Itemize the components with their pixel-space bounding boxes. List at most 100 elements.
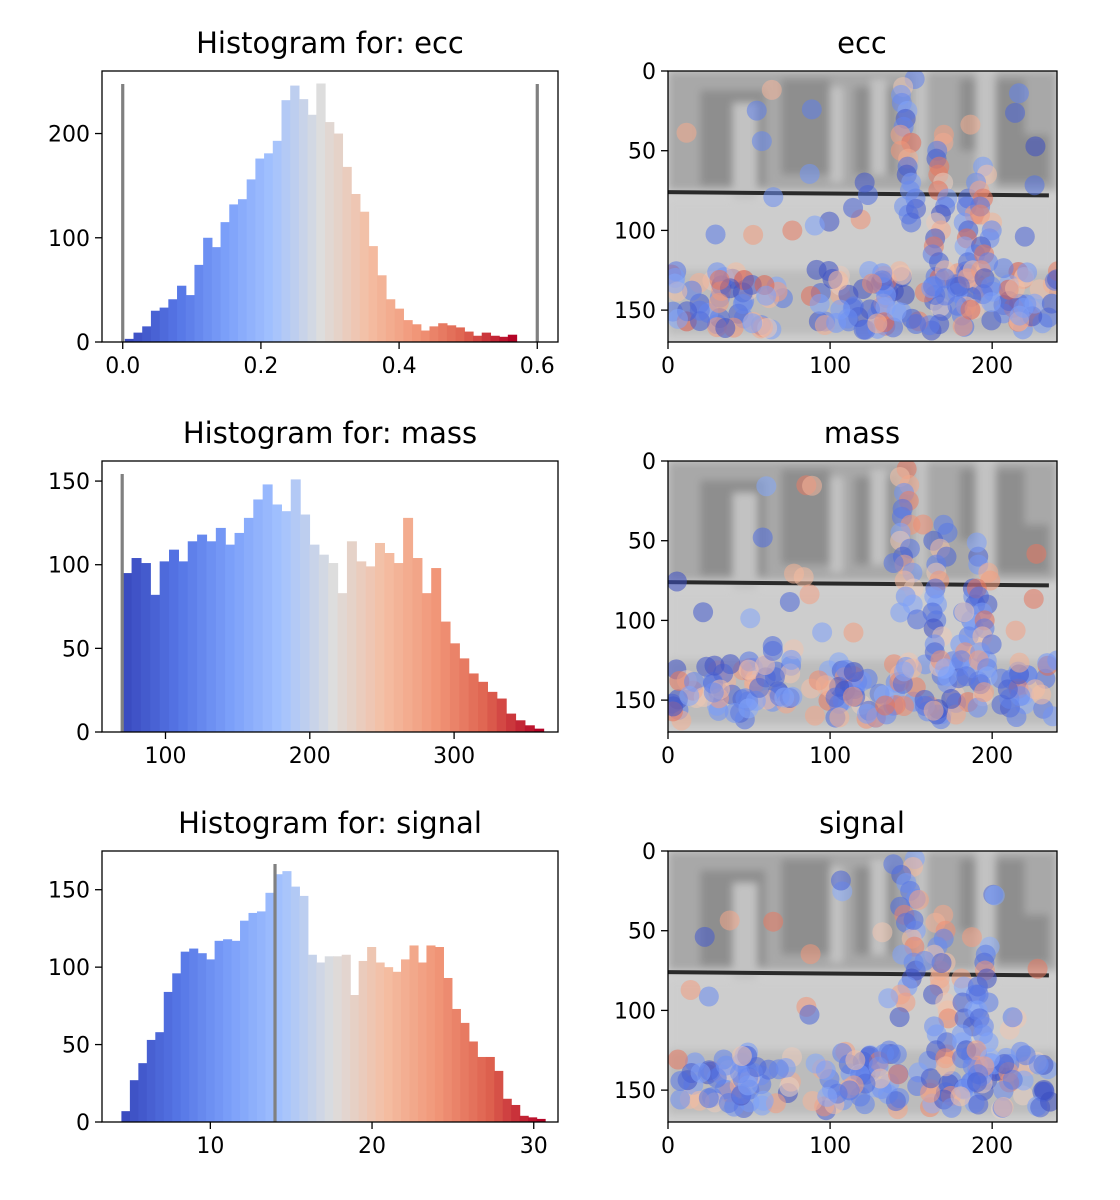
histogram-bar: [138, 1063, 148, 1122]
feature-marker: [843, 197, 864, 218]
feature-marker: [1041, 293, 1057, 314]
histogram-bar: [384, 553, 395, 732]
histogram-bar: [159, 561, 170, 732]
feature-marker: [703, 682, 724, 703]
x-tick-label: 100: [144, 744, 186, 769]
feature-marker: [890, 602, 911, 623]
histogram-bar: [237, 199, 248, 342]
histogram-bar: [187, 541, 198, 732]
histogram-bar: [197, 534, 208, 732]
histogram-bar: [511, 1104, 521, 1122]
feature-marker: [1047, 269, 1057, 290]
feature-marker: [826, 312, 847, 333]
feature-marker: [885, 1091, 906, 1112]
histogram-bar: [434, 947, 444, 1122]
feature-marker: [731, 1045, 752, 1066]
histogram-bar: [240, 920, 250, 1122]
feature-marker: [698, 986, 719, 1007]
histogram-bar: [197, 953, 207, 1122]
feature-marker: [812, 622, 833, 643]
y-tick-label: 150: [614, 689, 656, 714]
histogram-bar: [528, 1117, 538, 1122]
histogram-bar: [438, 323, 448, 342]
feature-marker: [804, 215, 825, 236]
feature-marker: [829, 707, 850, 728]
feature-marker: [1042, 706, 1057, 727]
histogram-bar: [231, 940, 241, 1122]
y-tick-label: 0: [642, 450, 656, 475]
histogram-bar: [515, 720, 526, 732]
y-tick-label: 150: [48, 879, 90, 904]
y-tick-label: 50: [628, 920, 656, 945]
feature-marker: [743, 224, 764, 245]
x-tick-label: 0: [661, 744, 675, 769]
histogram-bar: [155, 1032, 165, 1122]
histogram-bar: [140, 563, 151, 732]
histogram-bar: [342, 166, 352, 342]
feature-marker: [704, 655, 725, 676]
feature-marker: [738, 659, 759, 680]
histogram-bar: [307, 954, 317, 1122]
histogram-bar: [272, 140, 283, 342]
histogram-ecc: Histogram for: ecc 0.0 0.2 0.4 0.6 0 100 200: [48, 26, 559, 379]
histogram-bar: [499, 336, 509, 342]
histogram-bar: [481, 332, 492, 342]
histogram-mass-title: Histogram for: mass: [183, 416, 477, 450]
feature-marker: [981, 292, 1002, 313]
feature-marker: [981, 310, 1002, 331]
feature-marker: [680, 979, 701, 1000]
feature-marker: [668, 273, 685, 294]
histogram-bar: [403, 320, 413, 342]
feature-marker: [799, 1004, 820, 1025]
histogram-bar: [282, 871, 292, 1122]
feature-marker: [698, 1088, 719, 1109]
image-ecc-frame: [667, 70, 1058, 343]
histogram-signal: Histogram for: signal 10 20 30 0 50 100 150: [48, 806, 559, 1159]
feature-marker: [800, 944, 821, 965]
feature-marker: [690, 1062, 711, 1083]
y-tick-label: 0: [76, 721, 90, 746]
feature-marker: [883, 854, 904, 875]
y-tick-label: 150: [614, 1079, 656, 1104]
feature-marker: [954, 602, 975, 623]
feature-marker: [781, 649, 802, 670]
histogram-bar: [299, 895, 309, 1122]
histogram-bar: [401, 959, 411, 1122]
feature-marker: [681, 280, 702, 301]
histogram-bar: [272, 504, 282, 732]
histogram-bar: [169, 549, 179, 732]
y-tick-label: 50: [62, 1034, 90, 1059]
feature-marker: [768, 1059, 789, 1080]
feature-marker: [715, 317, 736, 338]
x-tick-label: 0: [661, 1134, 675, 1159]
histogram-signal-frame: [101, 850, 559, 1123]
histogram-bar: [393, 563, 404, 732]
feature-marker: [1037, 653, 1057, 674]
histogram-bar: [367, 947, 377, 1122]
histogram-bar: [255, 158, 265, 342]
feature-marker: [1006, 706, 1027, 727]
feature-marker: [1027, 958, 1048, 979]
x-tick-label: 200: [971, 354, 1013, 379]
feature-marker: [872, 922, 893, 943]
histogram-ecc-frame: [101, 70, 559, 343]
histogram-bar: [440, 621, 451, 732]
histogram-bar: [142, 326, 152, 342]
y-tick-label: 150: [48, 470, 90, 495]
feature-marker: [952, 316, 973, 337]
feature-marker: [1025, 136, 1046, 157]
feature-marker: [779, 1076, 800, 1097]
histogram-bar: [384, 967, 394, 1122]
feature-marker: [749, 677, 770, 698]
x-tick-label: 200: [971, 1134, 1013, 1159]
y-tick-label: 0: [642, 840, 656, 865]
y-tick-label: 150: [614, 299, 656, 324]
histogram-bar: [281, 511, 292, 732]
feature-marker: [966, 532, 987, 553]
histogram-bar: [375, 542, 385, 732]
histogram-bar: [490, 335, 500, 342]
histogram-bar: [194, 264, 204, 342]
histogram-bar: [300, 514, 311, 732]
feature-marker: [923, 276, 944, 297]
histogram-bar: [464, 331, 474, 342]
